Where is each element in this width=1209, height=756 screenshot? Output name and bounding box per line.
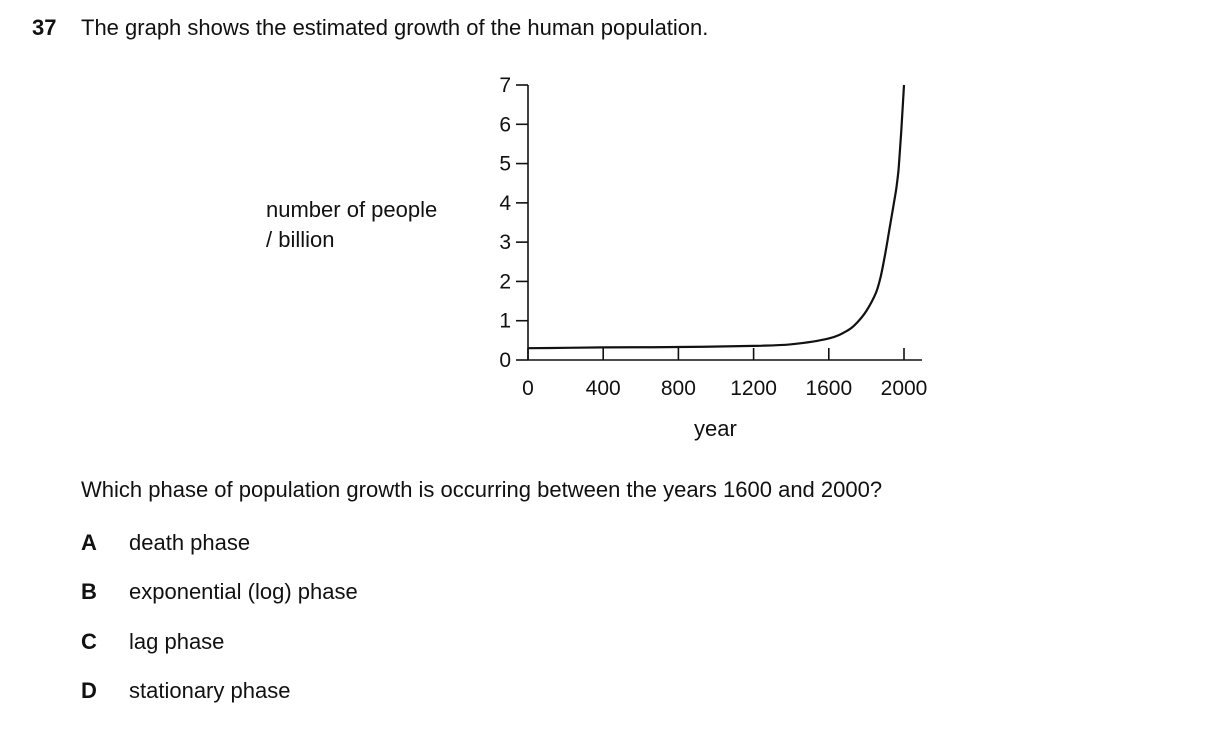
population-chart: 0 1 2 3 4 5 6 7 0 400 800 1200 1600 2000 <box>499 74 927 400</box>
option-letter: B <box>81 579 97 604</box>
option-text: lag phase <box>129 629 225 654</box>
question-prompt: Which phase of population growth is occu… <box>81 477 883 502</box>
y-tick-label-0: 0 <box>499 349 511 372</box>
x-tick-label-1200: 1200 <box>730 377 777 400</box>
y-axis-label: number of people / billion <box>266 195 437 255</box>
x-tick-label-2000: 2000 <box>881 377 928 400</box>
x-tick-label-800: 800 <box>661 377 696 400</box>
x-axis-label: year <box>694 416 737 441</box>
y-tick-label-7: 7 <box>499 74 511 97</box>
chart-ticks: 0 1 2 3 4 5 6 7 0 400 800 1200 1600 2000 <box>499 74 927 400</box>
population-curve-0 <box>527 84 906 350</box>
x-tick-label-400: 400 <box>586 377 621 400</box>
chart-series <box>527 84 906 350</box>
option-letter: C <box>81 629 97 654</box>
chart-axes <box>527 85 922 361</box>
y-tick-label-5: 5 <box>499 153 511 176</box>
option-text: exponential (log) phase <box>129 579 358 604</box>
y-tick-label-3: 3 <box>499 231 511 254</box>
y-tick-label-6: 6 <box>499 113 511 136</box>
y-axis-label-line2: / billion <box>266 227 335 252</box>
y-tick-label-4: 4 <box>499 192 511 215</box>
y-tick-label-2: 2 <box>499 270 511 293</box>
question-text: The graph shows the estimated growth of … <box>81 15 709 40</box>
option-text: death phase <box>129 530 251 555</box>
y-tick-label-1: 1 <box>499 310 511 333</box>
option-text: stationary phase <box>129 678 291 703</box>
question-number: 37 <box>32 15 57 40</box>
option-letter: A <box>81 530 97 555</box>
y-axis-label-line1: number of people <box>266 197 438 222</box>
x-tick-label-1600: 1600 <box>805 377 852 400</box>
x-tick-label-0: 0 <box>522 377 534 400</box>
option-letter: D <box>81 678 97 703</box>
